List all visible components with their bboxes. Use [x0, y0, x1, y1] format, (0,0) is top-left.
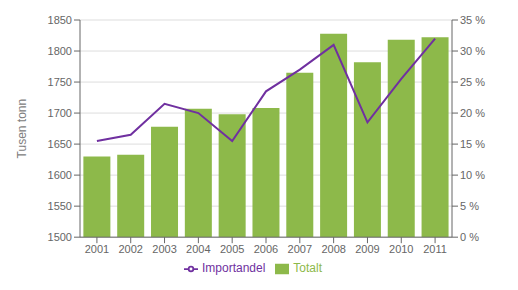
svg-text:2003: 2003: [152, 243, 176, 255]
svg-text:1750: 1750: [48, 76, 72, 88]
svg-text:15 %: 15 %: [460, 138, 485, 150]
svg-text:Tusen tonn: Tusen tonn: [15, 99, 29, 159]
svg-text:20 %: 20 %: [460, 107, 485, 119]
svg-text:2009: 2009: [355, 243, 379, 255]
svg-text:25 %: 25 %: [460, 76, 485, 88]
svg-text:2007: 2007: [288, 243, 312, 255]
svg-text:2006: 2006: [254, 243, 278, 255]
svg-text:2008: 2008: [321, 243, 345, 255]
svg-text:1700: 1700: [48, 107, 72, 119]
html-text:Totalt: Totalt: [293, 261, 322, 276]
svg-text:1600: 1600: [48, 169, 72, 181]
svg-text:2002: 2002: [118, 243, 142, 255]
svg-text:1800: 1800: [48, 45, 72, 57]
svg-text:2004: 2004: [186, 243, 210, 255]
svg-text:5 %: 5 %: [460, 200, 479, 212]
svg-text:2001: 2001: [85, 243, 109, 255]
svg-text:35 %: 35 %: [460, 14, 485, 26]
svg-text:1850: 1850: [48, 14, 72, 26]
html-text:Importandel: Importandel: [202, 261, 266, 276]
svg-text:1500: 1500: [48, 231, 72, 243]
svg-text:30 %: 30 %: [460, 45, 485, 57]
svg-text:1650: 1650: [48, 138, 72, 150]
svg-text:2005: 2005: [220, 243, 244, 255]
svg-text:10 %: 10 %: [460, 169, 485, 181]
svg-text:0 %: 0 %: [460, 231, 479, 243]
svg-text:2011: 2011: [423, 243, 447, 255]
svg-text:2010: 2010: [389, 243, 413, 255]
svg-text:1550: 1550: [48, 200, 72, 212]
